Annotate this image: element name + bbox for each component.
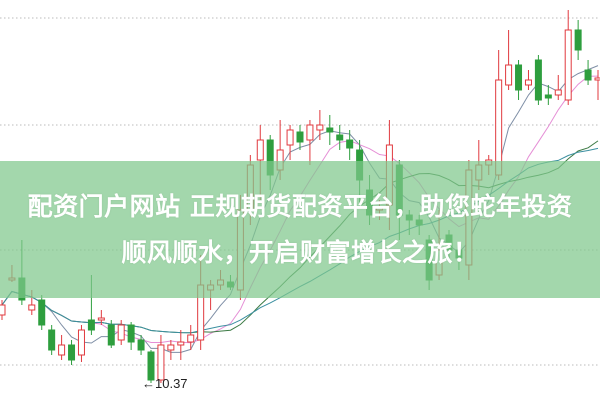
candle [524, 70, 532, 90]
candle [336, 125, 344, 150]
candle [0, 300, 6, 320]
candle [346, 130, 354, 160]
candle-body-down [534, 59, 542, 101]
candle [534, 55, 542, 105]
candle-body-down [584, 69, 592, 81]
candle-body-down [68, 344, 76, 361]
candle [77, 325, 85, 362]
candle [544, 85, 552, 105]
candle-body-up [286, 129, 294, 146]
candle [157, 335, 165, 383]
candle [286, 125, 294, 160]
candle-body-up [505, 64, 513, 86]
candle-body-up [316, 124, 324, 131]
candle-body-up [157, 344, 165, 381]
candle-body-up [524, 79, 532, 86]
candle-body-up [97, 317, 105, 321]
candle [326, 115, 334, 145]
candle-body-up [167, 344, 175, 351]
candle [58, 335, 66, 360]
candle [505, 30, 513, 90]
candle [177, 330, 185, 360]
candle-body-up [117, 324, 125, 341]
candle-body-down [147, 351, 155, 381]
candle [48, 325, 56, 355]
candle [137, 335, 145, 355]
candle [117, 320, 125, 345]
candle-body-down [107, 324, 115, 346]
candle-body-down [38, 299, 46, 326]
candle [564, 10, 572, 105]
candle-body-up [177, 341, 185, 346]
candle [594, 70, 600, 100]
candle [38, 295, 46, 330]
candle [584, 60, 592, 85]
candle-body-down [87, 319, 95, 331]
candle [306, 120, 314, 165]
candle [68, 340, 76, 365]
candle-body-up [187, 334, 195, 343]
candle-body-down [515, 64, 523, 91]
candle-body-up [28, 304, 36, 311]
candle [147, 350, 155, 383]
candle [316, 110, 324, 140]
candle [167, 340, 175, 360]
candle-body-up [0, 304, 6, 316]
candle-body-down [137, 339, 145, 351]
candle-body-down [48, 329, 56, 351]
banner-line-2: 顺风顺水，开启财富增长之旅！ [121, 237, 479, 267]
candle-body-down [326, 127, 334, 133]
candle [554, 75, 562, 100]
banner-line-1: 配资门户网站 正规期货配资平台，助您蛇年投资 [27, 191, 573, 221]
candle-body-up [256, 139, 264, 161]
candle-body-down [127, 324, 135, 343]
candle [296, 125, 304, 150]
candle [515, 60, 523, 100]
candle-body-up [77, 329, 85, 356]
candle-body-up [554, 89, 562, 96]
candle [97, 310, 105, 325]
candle-body-up [594, 77, 600, 81]
candle-body-down [296, 131, 304, 143]
candle-body-up [564, 29, 572, 101]
promo-banner: 配资门户网站 正规期货配资平台，助您蛇年投资 顺风顺水，开启财富增长之旅！ [0, 161, 600, 298]
candle-body-down [574, 29, 582, 51]
candle-body-up [306, 124, 314, 141]
candle [107, 320, 115, 348]
candle-body-up [58, 344, 66, 356]
candle-body-down [346, 139, 354, 149]
candle-body-down [336, 134, 344, 141]
candle [187, 325, 195, 350]
candle-body-down [544, 94, 552, 99]
low-price-annotation: ←10.37 [142, 376, 188, 391]
candle [127, 322, 135, 350]
candle [574, 20, 582, 60]
